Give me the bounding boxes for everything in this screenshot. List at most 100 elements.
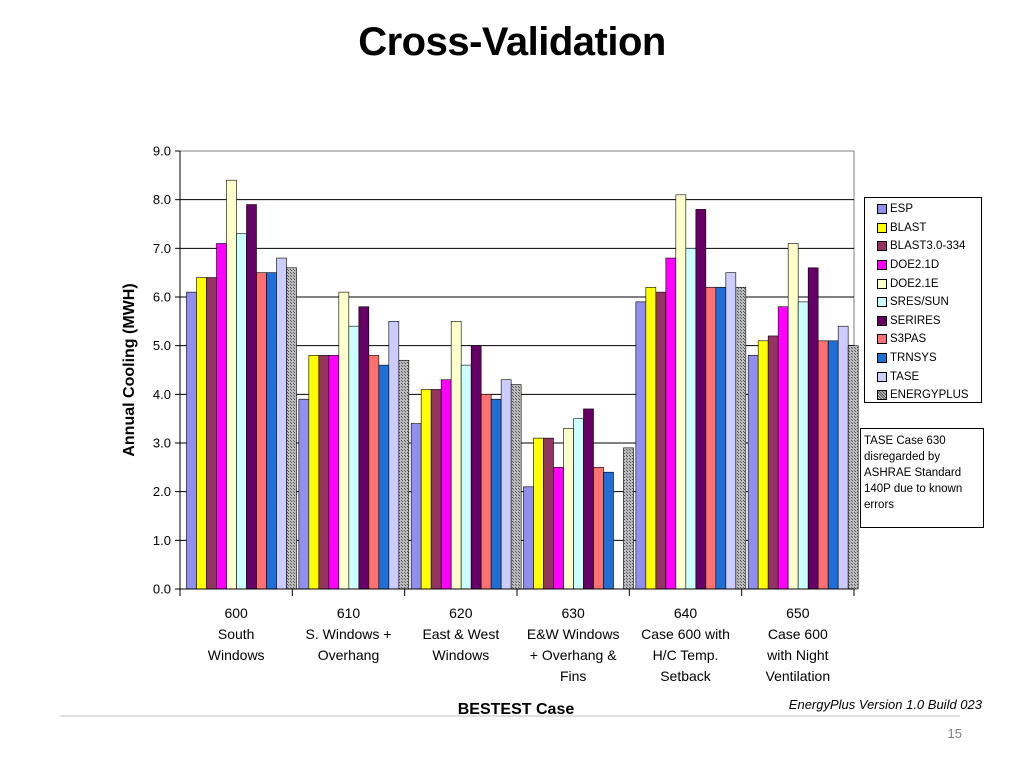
bar xyxy=(480,394,492,590)
bar xyxy=(420,389,432,590)
legend-item: TASE xyxy=(865,367,981,386)
axes xyxy=(60,150,960,717)
bar xyxy=(665,257,677,590)
bar xyxy=(593,467,604,590)
bar xyxy=(787,243,799,590)
y-axis-title: Annual Cooling (MWH) xyxy=(121,283,138,456)
legend-item: ESP xyxy=(865,200,981,219)
x-tick-label: Fins xyxy=(560,668,586,684)
bar xyxy=(797,301,809,590)
bar xyxy=(206,277,217,590)
bar xyxy=(715,286,727,590)
legend-label: BLAST3.0-334 xyxy=(890,240,966,253)
y-tick-label: 2.0 xyxy=(153,484,171,499)
bar xyxy=(645,286,657,590)
y-tick-label: 5.0 xyxy=(153,338,171,353)
legend-item: BLAST xyxy=(865,219,981,238)
bar xyxy=(510,384,522,590)
y-tick-label: 0.0 xyxy=(153,582,171,597)
bar xyxy=(695,209,707,590)
x-tick-label: Ventilation xyxy=(766,668,831,684)
bar xyxy=(348,325,360,590)
bar xyxy=(236,233,247,590)
slide-title: Cross-Validation xyxy=(358,20,666,64)
bar xyxy=(490,398,502,590)
legend-label: ESP xyxy=(890,203,914,216)
legend-swatch xyxy=(877,241,887,252)
y-tick-label: 3.0 xyxy=(153,436,171,451)
bar xyxy=(470,345,482,590)
bar xyxy=(735,286,747,590)
bars xyxy=(186,179,859,590)
legend-swatch xyxy=(877,315,887,326)
bar xyxy=(216,243,227,590)
legend-item: BLAST3.0-334 xyxy=(865,237,981,256)
legend-label: DOE2.1E xyxy=(890,277,939,290)
y-tick-label: 4.0 xyxy=(153,387,171,402)
legend-label: TASE xyxy=(890,370,920,383)
bar xyxy=(705,286,717,590)
axis-labels: 0.0 1.0 2.0 3.0 4.0 5.0 6.0 7.0 8.0 9.0 600 South Wi… xyxy=(121,144,830,719)
bar xyxy=(388,321,400,590)
bar xyxy=(226,179,237,590)
legend-item: DOE2.1D xyxy=(865,256,981,275)
legend-swatch xyxy=(877,353,887,364)
bar xyxy=(398,359,410,590)
legend: ESP BLAST BLAST3.0-334 DOE2.1D DOE2.1E SRES/S… xyxy=(864,197,982,403)
x-tick-label: 640 xyxy=(674,605,698,621)
bar xyxy=(807,267,819,590)
bar xyxy=(543,437,554,590)
bar xyxy=(256,272,267,590)
bar xyxy=(563,428,574,590)
bar xyxy=(837,325,849,590)
bar xyxy=(675,194,687,590)
x-tick-label: H/C Temp. xyxy=(653,647,719,663)
x-tick-label: 650 xyxy=(786,605,810,621)
bar xyxy=(827,340,839,590)
bar xyxy=(298,398,310,590)
y-tick-label: 6.0 xyxy=(153,290,171,305)
bar xyxy=(358,306,370,590)
legend-label: SRES/SUN xyxy=(890,296,949,309)
bar xyxy=(817,340,829,590)
bar xyxy=(777,306,789,590)
bar xyxy=(533,437,544,590)
legend-label: S3PAS xyxy=(890,333,927,346)
legend-label: DOE2.1D xyxy=(890,259,940,272)
bar xyxy=(338,291,350,590)
x-tick-label: E&W Windows xyxy=(527,626,620,642)
legend-label: BLAST xyxy=(890,221,927,234)
legend-item: SRES/SUN xyxy=(865,293,981,312)
x-tick-label: 620 xyxy=(449,605,473,621)
bar xyxy=(460,364,472,590)
legend-item: TRNSYS xyxy=(865,349,981,368)
bar xyxy=(186,291,197,590)
bar xyxy=(603,471,614,590)
bar xyxy=(767,335,779,590)
bar xyxy=(328,355,340,590)
bar xyxy=(378,364,390,590)
bar xyxy=(266,272,277,590)
bar xyxy=(623,447,634,590)
legend-swatch xyxy=(877,204,887,215)
bar xyxy=(685,248,697,590)
legend-swatch xyxy=(877,278,887,289)
x-tick-label: 630 xyxy=(561,605,585,621)
bar xyxy=(500,379,512,590)
bar xyxy=(276,257,287,590)
x-tick-label: 610 xyxy=(337,605,361,621)
bar xyxy=(318,355,330,590)
x-tick-label: 600 xyxy=(224,605,248,621)
legend-swatch xyxy=(877,390,887,401)
bar xyxy=(450,321,462,590)
x-tick-label: East & West xyxy=(422,626,499,642)
x-tick-label: Overhang xyxy=(318,647,379,663)
legend-label: TRNSYS xyxy=(890,352,937,365)
bar xyxy=(430,389,442,590)
legend-item: S3PAS xyxy=(865,330,981,349)
y-tick-label: 7.0 xyxy=(153,241,171,256)
bar xyxy=(308,355,320,590)
page-number: 15 xyxy=(947,726,962,741)
bar xyxy=(553,467,564,590)
